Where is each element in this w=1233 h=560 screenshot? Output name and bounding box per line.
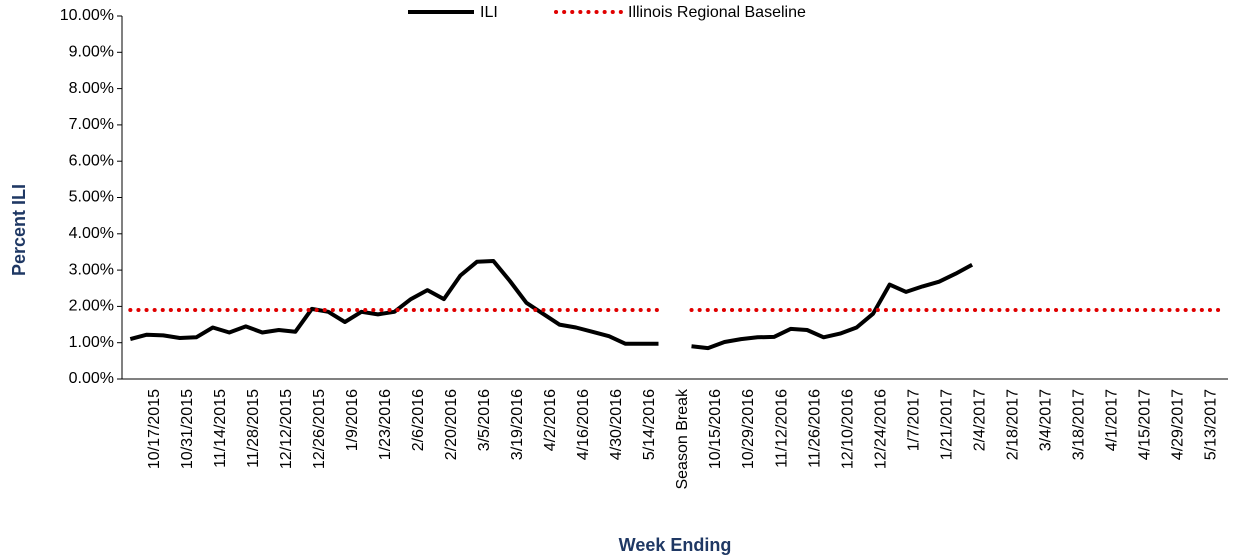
y-tick-label: 7.00% xyxy=(69,116,114,133)
y-tick-label: 10.00% xyxy=(60,7,114,24)
x-tick-label: 4/29/2017 xyxy=(1169,389,1186,460)
x-tick-label: 3/5/2016 xyxy=(476,389,493,451)
x-tick-label: 3/4/2017 xyxy=(1037,389,1054,451)
x-tick-label: 11/28/2015 xyxy=(245,389,262,468)
x-tick-label: 3/18/2017 xyxy=(1070,389,1087,460)
x-tick-label: 12/10/2016 xyxy=(839,389,856,469)
x-tick-label: 11/26/2016 xyxy=(806,389,823,468)
x-tick-label: 10/29/2016 xyxy=(740,389,757,469)
x-tick-label: 5/14/2016 xyxy=(641,389,658,460)
x-tick-label: 4/2/2016 xyxy=(542,389,559,451)
x-tick-label: 12/24/2016 xyxy=(872,389,889,469)
y-axis-title: Percent ILI xyxy=(9,184,29,276)
x-tick-label: 1/9/2016 xyxy=(344,389,361,451)
y-tick-label: 9.00% xyxy=(69,44,114,61)
y-tick-label: 8.00% xyxy=(69,80,114,97)
x-tick-label: 4/15/2017 xyxy=(1136,389,1153,460)
y-tick-label: 5.00% xyxy=(69,189,114,206)
x-tick-label: 5/13/2017 xyxy=(1202,389,1219,460)
x-tick-label: 1/23/2016 xyxy=(377,389,394,460)
x-tick-label: 2/4/2017 xyxy=(971,389,988,451)
x-tick-label: 2/6/2016 xyxy=(410,389,427,451)
x-tick-label: 12/26/2015 xyxy=(311,389,328,469)
y-tick-label: 3.00% xyxy=(69,261,114,278)
x-tick-label: 11/12/2016 xyxy=(773,389,790,468)
x-tick-label: 4/16/2016 xyxy=(575,389,592,460)
x-tick-label: 10/15/2016 xyxy=(707,389,724,469)
x-tick-label: 10/31/2015 xyxy=(179,389,196,469)
x-tick-label: 2/20/2016 xyxy=(443,389,460,460)
x-axis-title: Week Ending xyxy=(619,535,732,555)
legend-label: ILI xyxy=(480,4,498,21)
y-tick-label: 1.00% xyxy=(69,334,114,351)
x-tick-label: 1/7/2017 xyxy=(905,389,922,451)
y-tick-label: 6.00% xyxy=(69,152,114,169)
legend-label: Illinois Regional Baseline xyxy=(628,4,806,21)
x-tick-label: 1/21/2017 xyxy=(938,389,955,460)
x-tick-label: 4/30/2016 xyxy=(608,389,625,460)
x-tick-label: 3/19/2016 xyxy=(509,389,526,460)
x-tick-label: Season Break xyxy=(674,388,691,490)
y-tick-label: 2.00% xyxy=(69,298,114,315)
x-tick-label: 12/12/2015 xyxy=(278,389,295,469)
x-tick-label: 10/17/2015 xyxy=(146,389,163,469)
x-tick-label: 11/14/2015 xyxy=(212,389,229,468)
y-tick-label: 0.00% xyxy=(69,370,114,387)
series-line xyxy=(129,259,974,351)
x-tick-label: 2/18/2017 xyxy=(1004,389,1021,460)
y-tick-label: 4.00% xyxy=(69,225,114,242)
x-tick-label: 4/1/2017 xyxy=(1103,389,1120,451)
